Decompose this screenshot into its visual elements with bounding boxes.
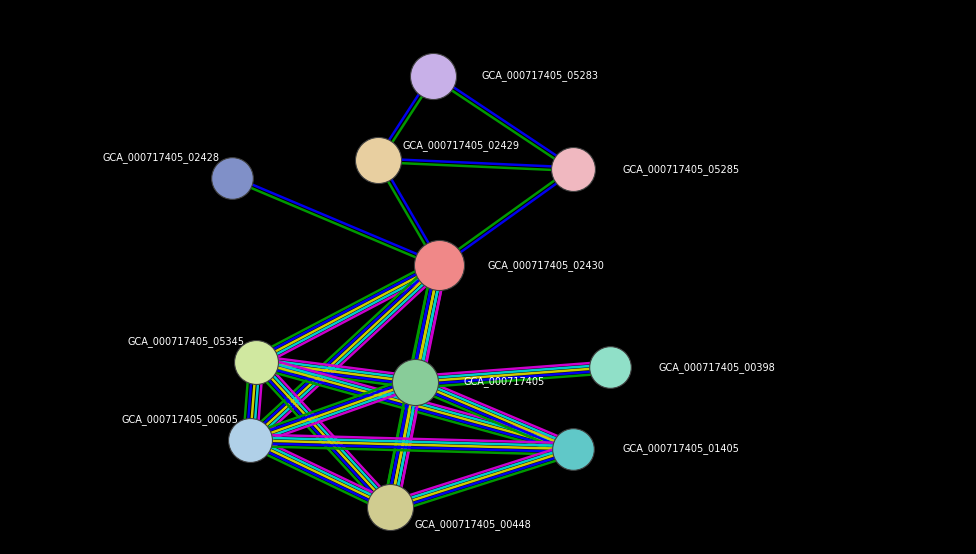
Text: GCA_000717405_00398: GCA_000717405_00398 — [659, 362, 776, 373]
Text: GCA_000717405: GCA_000717405 — [464, 377, 545, 387]
Text: GCA_000717405_05285: GCA_000717405_05285 — [623, 163, 740, 175]
Point — [566, 165, 582, 173]
Text: GCA_000717405_02429: GCA_000717405_02429 — [403, 140, 519, 151]
Text: GCA_000717405_00448: GCA_000717405_00448 — [415, 520, 532, 530]
Point — [566, 445, 582, 454]
Text: GCA_000717405_01405: GCA_000717405_01405 — [623, 444, 739, 454]
Point — [242, 436, 258, 445]
Point — [224, 173, 240, 182]
Point — [431, 261, 447, 270]
Text: GCA_000717405_02430: GCA_000717405_02430 — [488, 260, 605, 271]
Text: GCA_000717405_05283: GCA_000717405_05283 — [482, 70, 599, 81]
Point — [383, 503, 398, 512]
Point — [371, 156, 386, 165]
Point — [407, 377, 423, 386]
Point — [426, 71, 441, 80]
Point — [248, 357, 264, 366]
Text: GCA_000717405_02428: GCA_000717405_02428 — [102, 152, 220, 163]
Text: GCA_000717405_05345: GCA_000717405_05345 — [127, 336, 244, 347]
Point — [602, 363, 618, 372]
Text: GCA_000717405_00605: GCA_000717405_00605 — [121, 414, 238, 425]
